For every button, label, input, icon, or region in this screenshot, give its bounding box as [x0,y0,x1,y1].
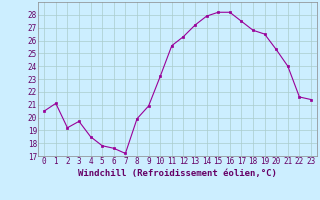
X-axis label: Windchill (Refroidissement éolien,°C): Windchill (Refroidissement éolien,°C) [78,169,277,178]
